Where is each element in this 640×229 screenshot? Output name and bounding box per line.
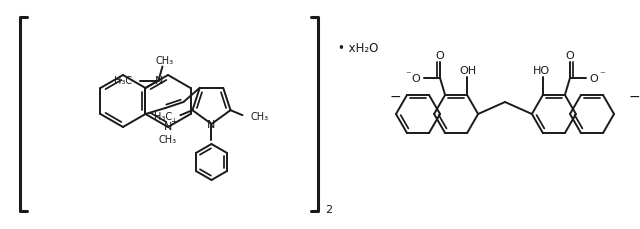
Text: CH₃: CH₃ <box>156 55 173 65</box>
Text: • xH₂O: • xH₂O <box>338 41 378 54</box>
Text: 2: 2 <box>325 204 332 214</box>
Text: O: O <box>436 50 444 60</box>
Text: O: O <box>566 50 575 60</box>
Text: ⁻: ⁻ <box>405 70 411 80</box>
Text: O: O <box>412 73 420 83</box>
Text: O: O <box>589 73 598 83</box>
Text: CH₃: CH₃ <box>250 112 269 122</box>
Text: −: − <box>389 90 401 104</box>
Text: H₃C: H₃C <box>115 76 132 86</box>
Text: N: N <box>164 121 172 131</box>
Text: −: − <box>628 90 640 104</box>
Text: CH₃: CH₃ <box>159 134 177 144</box>
Text: N: N <box>207 120 216 129</box>
Text: +: + <box>171 117 177 126</box>
Text: HO: HO <box>533 66 550 76</box>
Text: OH: OH <box>460 66 477 76</box>
Text: N: N <box>156 76 164 86</box>
Text: H₃C: H₃C <box>154 112 172 122</box>
Text: ⁻: ⁻ <box>599 70 605 80</box>
